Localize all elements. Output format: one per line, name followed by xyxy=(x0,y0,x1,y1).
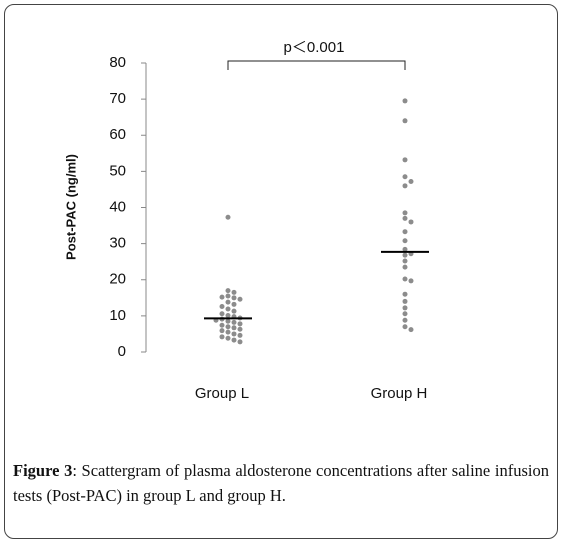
data-point xyxy=(237,332,243,338)
caption-label: Figure 3 xyxy=(13,461,73,480)
group-label: Group L xyxy=(195,385,249,402)
data-point xyxy=(402,98,408,104)
significance-bracket: p＜0.001 xyxy=(227,39,406,70)
data-point xyxy=(219,334,225,340)
data-point xyxy=(219,311,225,317)
data-point xyxy=(402,238,408,244)
data-point xyxy=(402,157,408,163)
data-point xyxy=(225,288,231,294)
data-point xyxy=(225,335,231,341)
y-tick-label: 20 xyxy=(109,271,126,288)
data-point xyxy=(402,291,408,297)
data-point xyxy=(402,276,408,282)
figure-frame xyxy=(4,4,558,539)
data-point xyxy=(219,322,225,328)
y-tick-label: 40 xyxy=(109,198,126,215)
y-axis-ticks: 0 10 20 30 40 50 60 70 80 xyxy=(109,54,146,360)
data-points xyxy=(213,98,414,345)
data-point xyxy=(231,331,237,337)
data-point xyxy=(402,246,408,252)
data-point xyxy=(408,219,414,225)
data-point xyxy=(219,294,225,300)
median-lines xyxy=(204,250,429,320)
data-point xyxy=(402,215,408,221)
data-point xyxy=(408,278,414,284)
data-point xyxy=(231,319,237,325)
data-point xyxy=(225,324,231,330)
data-point xyxy=(225,313,231,319)
data-point xyxy=(402,174,408,180)
data-point xyxy=(408,178,414,184)
data-point xyxy=(402,118,408,124)
data-point xyxy=(408,327,414,333)
y-axis-label: Post-PAC (ng/ml) xyxy=(63,154,78,260)
data-point xyxy=(237,339,243,345)
data-point xyxy=(219,303,225,309)
group-labels: Group L Group H xyxy=(195,385,427,402)
data-point xyxy=(231,337,237,343)
data-point xyxy=(231,308,237,314)
data-point xyxy=(225,329,231,335)
y-tick-label: 10 xyxy=(109,307,126,324)
y-tick-label: 0 xyxy=(118,343,126,360)
data-point xyxy=(237,326,243,332)
data-point xyxy=(402,311,408,317)
data-point xyxy=(225,306,231,312)
data-point xyxy=(225,299,231,305)
data-point xyxy=(402,324,408,330)
p-value-label: p＜0.001 xyxy=(284,39,345,56)
data-point xyxy=(402,210,408,216)
data-point xyxy=(402,258,408,264)
data-point xyxy=(231,295,237,301)
bracket-line xyxy=(227,60,406,70)
group-label: Group H xyxy=(371,385,428,402)
data-point xyxy=(237,296,243,302)
data-point xyxy=(402,317,408,323)
caption-text: : Scattergram of plasma aldosterone conc… xyxy=(13,461,549,505)
y-tick-label: 30 xyxy=(109,235,126,252)
data-point xyxy=(225,293,231,299)
figure-caption: Figure 3: Scattergram of plasma aldoster… xyxy=(13,458,549,508)
data-point xyxy=(231,289,237,295)
data-point xyxy=(402,252,408,258)
data-point xyxy=(402,298,408,304)
y-tick-label: 60 xyxy=(109,126,126,143)
data-point xyxy=(402,264,408,270)
data-point xyxy=(231,325,237,331)
data-point xyxy=(231,301,237,307)
data-point xyxy=(402,305,408,311)
data-point xyxy=(237,321,243,327)
data-point xyxy=(402,183,408,189)
y-tick-label: 50 xyxy=(109,162,126,179)
data-point xyxy=(225,214,231,220)
y-tick-label: 70 xyxy=(109,90,126,107)
y-tick-label: 80 xyxy=(109,54,126,71)
data-point xyxy=(225,318,231,324)
data-point xyxy=(219,328,225,334)
data-point xyxy=(402,229,408,235)
